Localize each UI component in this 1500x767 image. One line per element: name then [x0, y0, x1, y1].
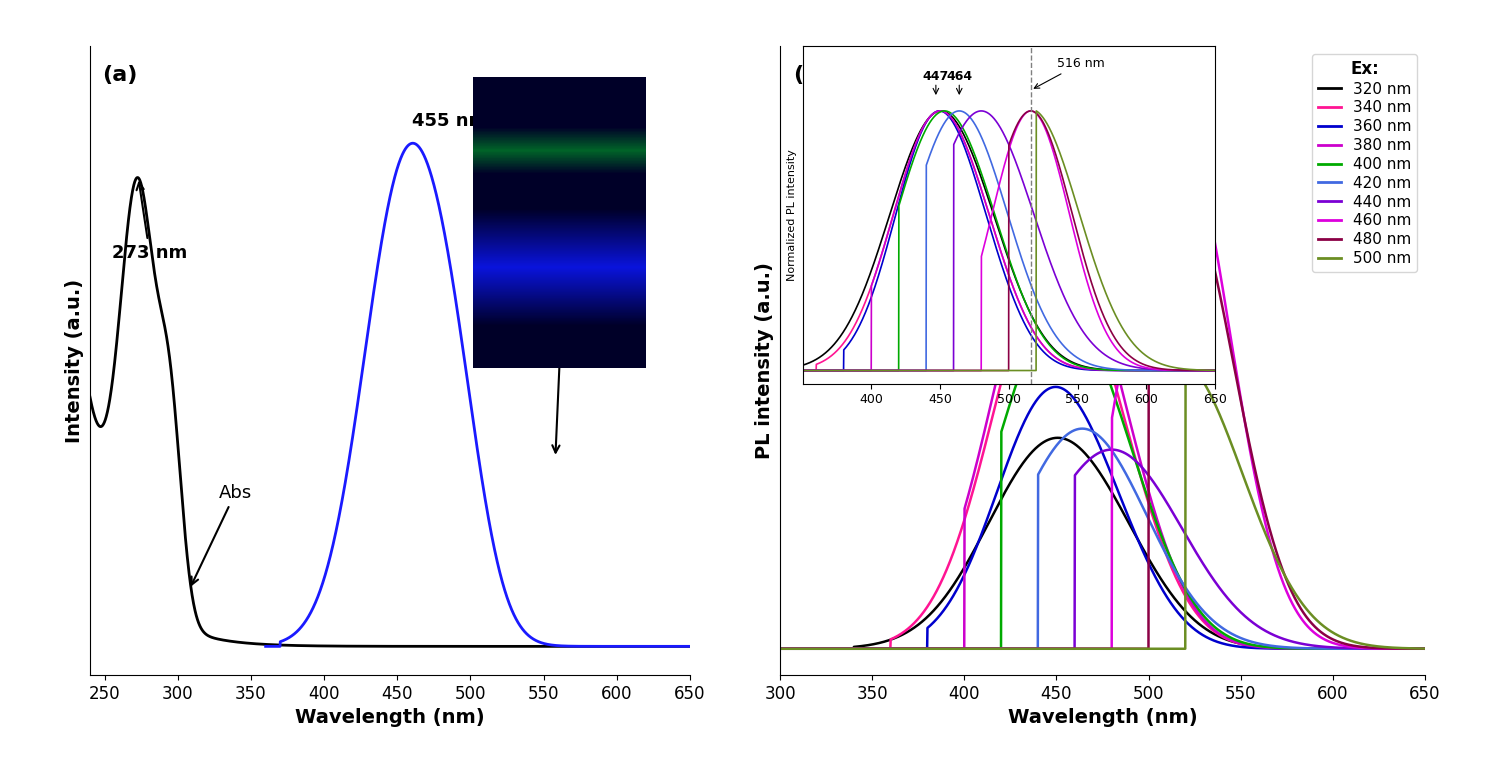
Text: 464: 464 — [946, 70, 972, 83]
Text: (a): (a) — [102, 65, 138, 85]
Text: 455 nm: 455 nm — [413, 112, 488, 130]
Text: 516 nm: 516 nm — [1035, 57, 1104, 88]
Text: (b): (b) — [794, 65, 830, 85]
X-axis label: Wavelength (nm): Wavelength (nm) — [296, 708, 484, 727]
Text: 447: 447 — [922, 70, 950, 83]
Legend: 320 nm, 340 nm, 360 nm, 380 nm, 400 nm, 420 nm, 440 nm, 460 nm, 480 nm, 500 nm: 320 nm, 340 nm, 360 nm, 380 nm, 400 nm, … — [1311, 54, 1418, 272]
Text: PL emission: PL emission — [507, 335, 614, 453]
Y-axis label: PL intensity (a.u.): PL intensity (a.u.) — [756, 262, 774, 459]
Y-axis label: Normalized PL intensity: Normalized PL intensity — [788, 149, 796, 281]
Y-axis label: Intensity (a.u.): Intensity (a.u.) — [66, 278, 84, 443]
Text: 273 nm: 273 nm — [112, 183, 188, 262]
Text: Abs: Abs — [192, 484, 252, 584]
X-axis label: Wavelength (nm): Wavelength (nm) — [1008, 708, 1197, 727]
